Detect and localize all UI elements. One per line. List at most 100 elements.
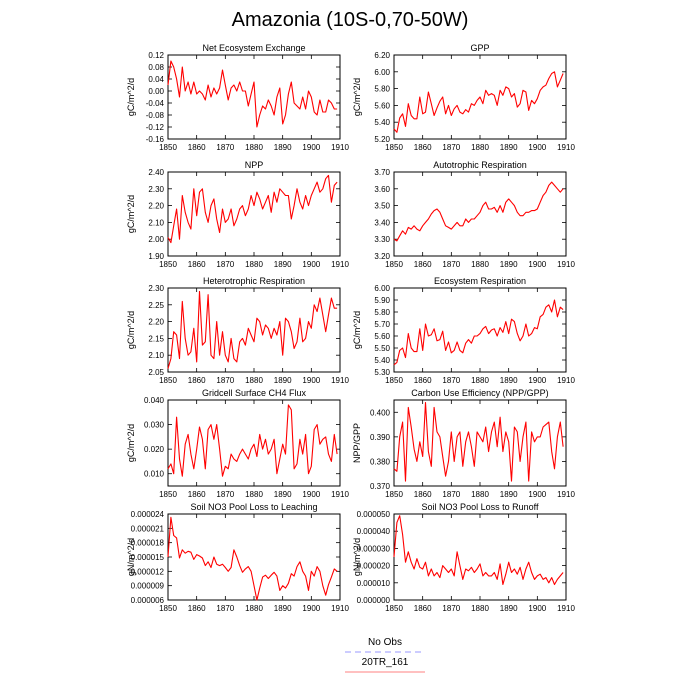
y-tick-label: 2.00 — [148, 235, 164, 244]
x-tick-label: 1900 — [302, 604, 320, 613]
y-tick-label: 6.20 — [374, 51, 390, 60]
x-tick-label: 1900 — [302, 143, 320, 152]
y-tick-label: 0.000006 — [131, 596, 165, 605]
x-tick-label: 1910 — [331, 260, 349, 269]
chart-panel-2: GPP 1850 1860 1870 1880 1890 1900 1910 5.20 5.40 5… — [352, 43, 575, 152]
panel-title: NPP — [245, 160, 264, 170]
series-line — [393, 181, 564, 242]
legend — [345, 651, 425, 673]
chart-panel-5: Heterotrophic Respiration 1850 1860 1870 188… — [126, 276, 349, 385]
y-tick-label: 5.50 — [374, 344, 390, 353]
x-tick-label: 1850 — [159, 260, 177, 269]
plot-frame — [167, 54, 341, 140]
y-tick-label: 0.12 — [148, 51, 164, 60]
y-tick-label: 3.30 — [374, 235, 390, 244]
x-tick-label: 1870 — [216, 143, 234, 152]
y-tick-label: 2.40 — [148, 168, 164, 177]
x-tick-label: 1850 — [385, 143, 403, 152]
x-tick-label: 1900 — [528, 604, 546, 613]
chart-panel-9: Soil NO3 Pool Loss to Leaching 1850 1860 18… — [126, 502, 349, 613]
chart-panel-6: Ecosystem Respiration 1850 1860 1870 1880 189… — [352, 276, 575, 385]
x-tick-label: 1890 — [274, 143, 292, 152]
y-tick-label: 3.20 — [374, 252, 390, 261]
x-tick-label: 1910 — [557, 376, 575, 385]
y-tick-label: -0.04 — [146, 99, 165, 108]
x-tick-label: 1860 — [188, 143, 206, 152]
y-axis-label: gN/m^2/d — [126, 538, 136, 576]
y-tick-label: 2.30 — [148, 284, 164, 293]
x-tick-label: 1860 — [188, 604, 206, 613]
x-tick-label: 1860 — [414, 376, 432, 385]
y-tick-label: 0.000015 — [131, 553, 165, 562]
y-tick-label: 5.70 — [374, 320, 390, 329]
x-tick-label: 1880 — [471, 143, 489, 152]
y-tick-label: 5.40 — [374, 118, 390, 127]
y-tick-label: 0.000020 — [357, 562, 391, 571]
y-tick-label: 0.400 — [370, 408, 391, 417]
x-tick-label: 1880 — [471, 376, 489, 385]
y-tick-label: 0.390 — [370, 433, 391, 442]
x-tick-label: 1880 — [245, 604, 263, 613]
panel-title: Gridcell Surface CH4 Flux — [202, 388, 307, 398]
x-tick-label: 1870 — [442, 490, 460, 499]
y-axis-label: gN/m^2/d — [352, 538, 362, 576]
x-tick-label: 1870 — [442, 143, 460, 152]
y-tick-label: 0.000000 — [357, 596, 391, 605]
legend-label-no-obs: No Obs — [368, 637, 402, 648]
x-tick-label: 1880 — [471, 604, 489, 613]
y-tick-label: 0.040 — [144, 396, 165, 405]
x-tick-label: 1860 — [188, 490, 206, 499]
y-tick-label: 5.40 — [374, 356, 390, 365]
series-line — [393, 71, 564, 133]
x-tick-label: 1910 — [557, 604, 575, 613]
y-tick-label: 3.60 — [374, 185, 390, 194]
panel-title: Heterotrophic Respiration — [203, 276, 305, 286]
x-tick-label: 1860 — [414, 143, 432, 152]
y-tick-label: 0.380 — [370, 457, 391, 466]
page-title: Amazonia (10S-0,70-50W) — [231, 9, 469, 31]
panel-title: Carbon Use Efficiency (NPP/GPP) — [411, 388, 548, 398]
series-line — [167, 404, 338, 477]
series-line — [393, 299, 564, 366]
x-tick-label: 1870 — [216, 260, 234, 269]
series-line — [393, 401, 564, 482]
chart-panel-7: Gridcell Surface CH4 Flux 1850 1860 1870 188… — [126, 388, 349, 499]
y-tick-label: 0.04 — [148, 75, 164, 84]
x-tick-label: 1870 — [216, 490, 234, 499]
x-tick-label: 1890 — [274, 260, 292, 269]
panel-title: Ecosystem Respiration — [434, 276, 526, 286]
y-tick-label: 6.00 — [374, 284, 390, 293]
y-tick-label: 0.000050 — [357, 510, 391, 519]
y-tick-label: 3.40 — [374, 218, 390, 227]
panel-title: Net Ecosystem Exchange — [202, 43, 305, 53]
x-tick-label: 1870 — [442, 604, 460, 613]
x-tick-label: 1900 — [528, 490, 546, 499]
chart-panel-10: Soil NO3 Pool Loss to Runoff 1850 1860 1870… — [352, 502, 575, 613]
y-tick-label: 0.000024 — [131, 510, 165, 519]
x-tick-label: 1870 — [216, 604, 234, 613]
x-tick-label: 1880 — [471, 490, 489, 499]
y-tick-label: 2.10 — [148, 351, 164, 360]
x-tick-label: 1850 — [385, 376, 403, 385]
x-tick-label: 1900 — [302, 490, 320, 499]
y-tick-label: -0.12 — [146, 123, 165, 132]
y-axis-label: gC/m^2/d — [352, 311, 362, 349]
x-tick-label: 1880 — [245, 260, 263, 269]
y-axis-label: NPP/GPP — [352, 423, 362, 463]
y-tick-label: 2.30 — [148, 185, 164, 194]
plot-frame — [167, 399, 341, 487]
y-axis-label: gC/m^2/d — [126, 195, 136, 233]
plot-frame — [167, 171, 341, 257]
y-tick-label: 3.50 — [374, 202, 390, 211]
x-tick-label: 1850 — [385, 490, 403, 499]
y-tick-label: 5.30 — [374, 368, 390, 377]
y-axis-label: gC/m^2/d — [126, 424, 136, 462]
x-tick-label: 1890 — [274, 376, 292, 385]
chart-panel-8: Carbon Use Efficiency (NPP/GPP) 1850 1860 1… — [352, 388, 575, 499]
x-tick-label: 1900 — [302, 260, 320, 269]
y-tick-label: 5.60 — [374, 332, 390, 341]
x-tick-label: 1850 — [159, 143, 177, 152]
x-tick-label: 1910 — [331, 490, 349, 499]
x-tick-label: 1880 — [245, 490, 263, 499]
